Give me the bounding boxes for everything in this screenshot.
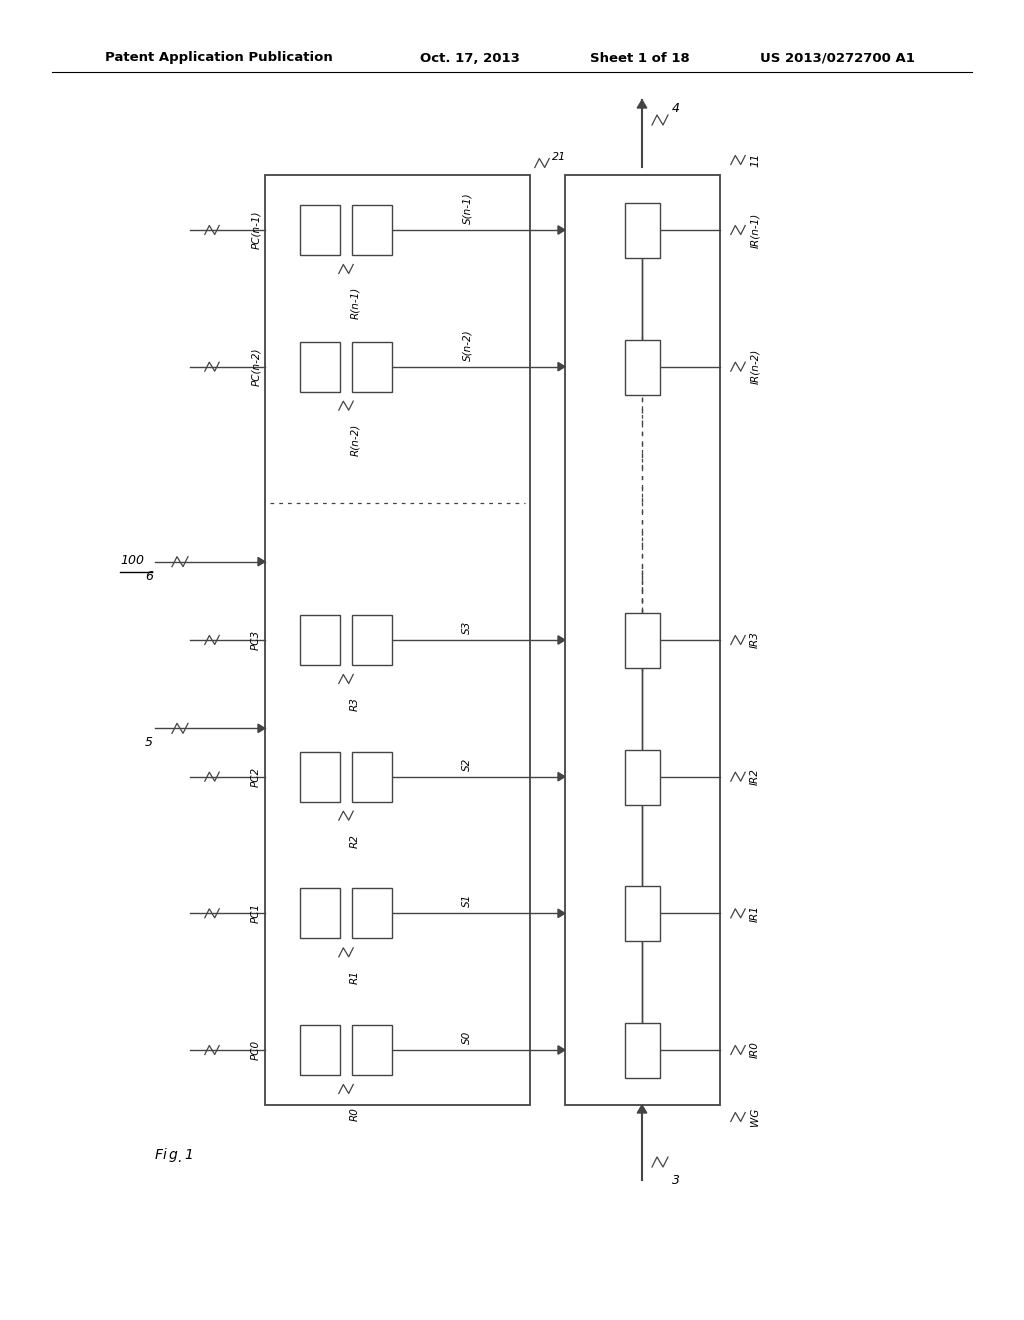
- Text: Patent Application Publication: Patent Application Publication: [105, 51, 333, 65]
- Text: PC3: PC3: [251, 630, 261, 649]
- Polygon shape: [258, 557, 265, 566]
- Bar: [352, 888, 392, 939]
- Bar: [625, 886, 660, 941]
- Text: Oct. 17, 2013: Oct. 17, 2013: [420, 51, 520, 65]
- Text: S0: S0: [462, 1031, 472, 1044]
- Bar: [352, 205, 392, 255]
- Text: R0: R0: [350, 1107, 360, 1121]
- Bar: [625, 203, 660, 257]
- Polygon shape: [558, 1045, 565, 1055]
- Polygon shape: [558, 772, 565, 781]
- Bar: [300, 342, 340, 392]
- Bar: [300, 205, 340, 255]
- Text: 1: 1: [184, 1148, 193, 1162]
- Text: IR3: IR3: [750, 631, 760, 648]
- Text: 5: 5: [145, 737, 153, 750]
- Text: Sheet 1 of 18: Sheet 1 of 18: [590, 51, 690, 65]
- Text: WG: WG: [750, 1107, 760, 1126]
- Text: PC(n-2): PC(n-2): [251, 347, 261, 385]
- Text: R3: R3: [350, 697, 360, 711]
- Text: 3: 3: [672, 1173, 680, 1187]
- Bar: [300, 615, 340, 665]
- Text: 4: 4: [672, 102, 680, 115]
- Bar: [625, 612, 660, 668]
- Bar: [352, 342, 392, 392]
- Text: 6: 6: [145, 570, 153, 582]
- Polygon shape: [558, 636, 565, 644]
- Polygon shape: [258, 725, 265, 733]
- Text: S2: S2: [462, 758, 472, 771]
- Text: IR2: IR2: [750, 768, 760, 785]
- Text: g: g: [169, 1148, 178, 1162]
- Text: US 2013/0272700 A1: US 2013/0272700 A1: [760, 51, 914, 65]
- Text: IR(n-2): IR(n-2): [750, 348, 760, 384]
- Bar: [625, 339, 660, 395]
- Bar: [352, 615, 392, 665]
- Text: IR(n-1): IR(n-1): [750, 213, 760, 248]
- Text: S(n-2): S(n-2): [462, 329, 472, 360]
- Text: 21: 21: [552, 152, 566, 162]
- Text: IR1: IR1: [750, 906, 760, 921]
- Polygon shape: [637, 100, 647, 108]
- Polygon shape: [558, 226, 565, 234]
- Text: PC(n-1): PC(n-1): [251, 211, 261, 249]
- Text: S1: S1: [462, 894, 472, 907]
- Polygon shape: [637, 1105, 647, 1113]
- Text: S(n-1): S(n-1): [462, 193, 472, 224]
- Text: F: F: [155, 1148, 163, 1162]
- Bar: [300, 1026, 340, 1074]
- Bar: [352, 1026, 392, 1074]
- Text: R1: R1: [350, 970, 360, 985]
- Polygon shape: [558, 909, 565, 917]
- Bar: [565, 176, 720, 1105]
- Text: R(n-2): R(n-2): [350, 424, 360, 455]
- Bar: [265, 176, 530, 1105]
- Text: 11: 11: [750, 153, 760, 168]
- Bar: [625, 1023, 660, 1078]
- Text: PC2: PC2: [251, 767, 261, 787]
- Bar: [352, 751, 392, 801]
- Text: PC0: PC0: [251, 1040, 261, 1060]
- Text: PC1: PC1: [251, 903, 261, 924]
- Text: R2: R2: [350, 834, 360, 847]
- Text: IR0: IR0: [750, 1041, 760, 1059]
- Bar: [625, 750, 660, 805]
- Text: R(n-1): R(n-1): [350, 286, 360, 319]
- Bar: [300, 888, 340, 939]
- Polygon shape: [558, 363, 565, 371]
- Text: i: i: [163, 1148, 167, 1162]
- Text: S3: S3: [462, 620, 472, 634]
- Text: .: .: [177, 1151, 181, 1166]
- Bar: [300, 751, 340, 801]
- Text: 100: 100: [120, 553, 144, 566]
